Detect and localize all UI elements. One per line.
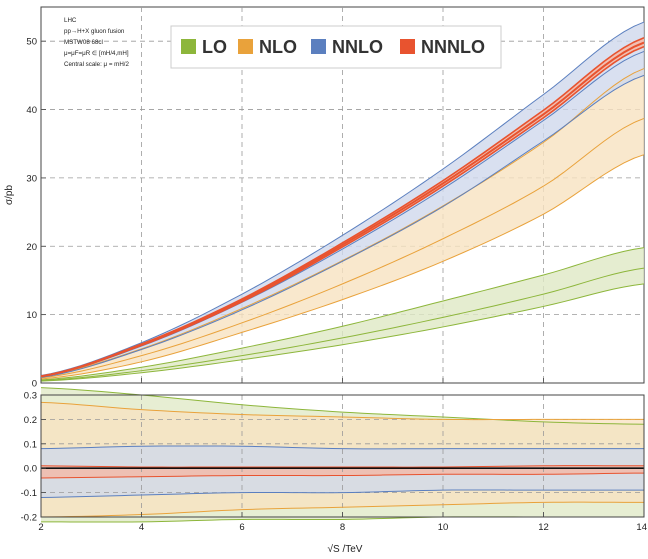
- legend-swatch-nnnlo: [400, 39, 415, 54]
- line-lo-lower: [40, 283, 645, 382]
- x-tick-label: 6: [239, 522, 244, 533]
- ratio-panel: -0.2 -0.1 0.0 0.1 0.2 0.3 2 4 6 8 10 12 14 √S /TeV: [21, 387, 647, 555]
- y-tick-label: 10: [26, 310, 37, 321]
- ratio-y-tick-label: 0.1: [24, 439, 37, 450]
- legend-label-nnnlo: NNNLO: [421, 37, 485, 57]
- ratio-y-tick-label: 0.3: [24, 391, 37, 402]
- main-panel: 0 10 20 30 40 50 σ/pb LHC pp→H+X gluon fusion…: [4, 6, 645, 390]
- ratio-line-nnnlo-upper: [40, 465, 645, 468]
- info-line: Central scale: μ = mH/2: [64, 61, 130, 68]
- legend-label-lo: LO: [202, 37, 227, 57]
- x-tick-label: 2: [38, 522, 43, 533]
- ratio-y-tick-label: -0.1: [21, 488, 37, 499]
- ratio-line-nlo-upper: [40, 401, 644, 421]
- x-tick-label: 12: [538, 522, 549, 533]
- legend-label-nnlo: NNLO: [332, 37, 383, 57]
- y-tick-label: 30: [26, 173, 37, 184]
- ratio-y-tick-label: 0.0: [24, 464, 37, 475]
- main-y-axis-label: σ/pb: [4, 185, 15, 206]
- main-y-ticks: 0 10 20 30 40 50: [26, 37, 645, 390]
- legend-swatch-lo: [181, 39, 196, 54]
- legend-label-nlo: NLO: [259, 37, 297, 57]
- line-lo-central: [40, 267, 645, 382]
- x-tick-label: 4: [139, 522, 144, 533]
- legend: LO NLO NNLO NNNLO: [170, 25, 502, 69]
- x-axis-label: √S /TeV: [328, 543, 363, 555]
- main-bands: [41, 22, 644, 382]
- legend-box: [170, 25, 502, 69]
- ratio-x-ticks: 2 4 6 8 10 12 14: [38, 512, 647, 533]
- info-line: pp→H+X gluon fusion: [64, 28, 125, 35]
- band-nlo: [41, 68, 644, 380]
- line-nnlo-lower: [40, 74, 645, 378]
- ratio-y-ticks: -0.2 -0.1 0.0 0.1 0.2 0.3: [21, 391, 46, 524]
- main-lines: [40, 21, 645, 382]
- line-nlo-upper: [40, 68, 645, 378]
- y-tick-label: 50: [26, 37, 37, 48]
- ratio-line-nnlo-lower: [40, 489, 644, 498]
- line-nlo-central: [40, 117, 645, 379]
- y-tick-label: 0: [32, 379, 37, 390]
- legend-swatch-nlo: [238, 39, 253, 54]
- info-text-box: LHC pp→H+X gluon fusion MSTW08 68cl μ=μF…: [64, 17, 130, 68]
- line-nnlo-upper: [40, 21, 645, 376]
- ratio-line-nnnlo-lower: [40, 472, 645, 479]
- y-tick-label: 40: [26, 105, 37, 116]
- y-tick-label: 20: [26, 242, 37, 253]
- x-tick-label: 10: [438, 522, 449, 533]
- x-tick-label: 14: [636, 522, 647, 533]
- line-lo-upper: [40, 247, 645, 381]
- line-nnnlo-central: [40, 41, 645, 378]
- ratio-y-tick-label: -0.2: [21, 513, 37, 524]
- info-line: MSTW08 68cl: [64, 39, 103, 46]
- ratio-y-tick-label: 0.2: [24, 415, 37, 426]
- info-line: μ=μF=μR ∈ [mH/4,mH]: [64, 50, 129, 57]
- line-nlo-lower: [40, 154, 645, 380]
- ratio-line-nnlo-upper: [40, 445, 644, 450]
- ratio-bands: [41, 387, 644, 523]
- legend-swatch-nnlo: [311, 39, 326, 54]
- info-line: LHC: [64, 17, 77, 24]
- x-tick-label: 8: [340, 522, 345, 533]
